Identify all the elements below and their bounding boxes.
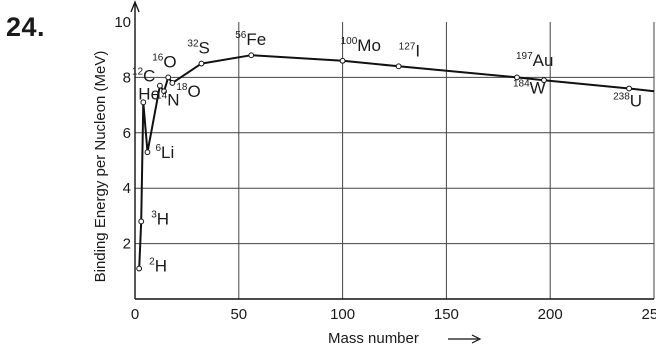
x-tick-label: 50 — [230, 306, 247, 323]
data-point-100mo — [339, 57, 346, 64]
element-symbol: He — [138, 84, 160, 103]
mass-number: 32 — [187, 39, 199, 50]
element-symbol: O — [163, 52, 176, 71]
data-point-3h — [138, 218, 145, 225]
label-100mo: 100Mo — [341, 36, 381, 55]
y-axis-arrow — [130, 0, 140, 13]
mass-number: 197 — [516, 51, 533, 62]
element-symbol: H — [155, 257, 167, 276]
mass-number: 3 — [151, 209, 157, 220]
grid — [135, 22, 655, 299]
x-tick-label: 0 — [131, 306, 139, 323]
tick-labels: 0 50 100 150 200 250 2 4 6 8 10 — [114, 14, 656, 323]
element-symbol: I — [415, 41, 420, 60]
mass-number: 56 — [235, 30, 247, 41]
mass-number: 12 — [132, 67, 144, 78]
data-point-56fe — [248, 52, 255, 59]
y-tick-label: 10 — [114, 14, 131, 31]
label-197au: 197Au — [516, 51, 553, 70]
label-he: He — [138, 84, 160, 103]
y-axis-label: Binding Energy per Nucleon (MeV) — [92, 51, 109, 283]
mass-number: 16 — [152, 52, 164, 63]
x-axis-label: Mass number — [328, 330, 419, 347]
data-point-238u — [626, 85, 632, 92]
data-point-18o — [169, 80, 176, 86]
data-point-14n — [161, 88, 167, 95]
label-12c: 12C — [132, 67, 155, 86]
element-symbol: N — [167, 90, 179, 109]
x-label-arrow-head — [471, 334, 482, 344]
mass-number: 238 — [613, 91, 630, 102]
label-184w: 184W — [513, 78, 546, 97]
data-point-16o — [165, 74, 172, 81]
element-symbol: O — [187, 82, 200, 101]
x-tick-label: 200 — [538, 306, 563, 323]
mass-number: 18 — [176, 82, 188, 93]
element-symbol: U — [630, 91, 642, 110]
mass-number: 2 — [149, 257, 155, 268]
element-symbol: Mo — [357, 36, 381, 55]
binding-curve — [138, 54, 655, 269]
label-6li: 6Li — [155, 143, 174, 162]
label-14n: 14N — [156, 90, 179, 109]
element-symbol: Li — [161, 143, 174, 162]
x-tick-label: 100 — [330, 306, 355, 323]
label-3h: 3H — [151, 209, 169, 228]
element-symbol: H — [157, 209, 169, 228]
x-tick-label: 150 — [434, 306, 459, 323]
y-tick-label: 4 — [123, 180, 131, 197]
mass-number: 14 — [156, 90, 168, 101]
label-238u: 238U — [613, 91, 642, 110]
element-symbol: S — [199, 39, 210, 58]
label-2h: 2H — [149, 257, 167, 276]
mass-number: 100 — [341, 36, 358, 47]
element-symbol: W — [530, 78, 546, 97]
data-points — [136, 52, 632, 272]
element-symbol: Fe — [246, 30, 266, 49]
label-127i: 127I — [399, 41, 420, 60]
data-point-6li — [144, 149, 151, 156]
data-point-he — [140, 99, 147, 106]
mass-number: 6 — [155, 143, 161, 154]
mass-number: 184 — [513, 78, 530, 89]
y-tick-label: 8 — [123, 69, 131, 86]
axes — [130, 0, 654, 344]
data-point-32s — [198, 60, 205, 67]
data-point-127i — [395, 63, 402, 70]
data-point-2h — [136, 265, 143, 272]
label-16o: 16O — [152, 52, 176, 71]
data-point-197au — [541, 77, 547, 84]
binding-energy-line — [138, 54, 655, 269]
label-18o: 18O — [176, 82, 200, 101]
y-tick-label: 2 — [123, 236, 131, 253]
x-tick-label: 250 — [641, 306, 656, 323]
problem-number: 24. — [6, 12, 46, 42]
data-point-184w — [514, 74, 520, 81]
element-symbol: C — [143, 67, 155, 86]
label-56fe: 56Fe — [235, 30, 266, 49]
label-32s: 32S — [187, 39, 209, 58]
data-point-12c — [157, 82, 163, 89]
y-tick-label: 6 — [123, 125, 131, 142]
mass-number: 127 — [399, 41, 416, 52]
element-symbol: Au — [533, 51, 554, 70]
